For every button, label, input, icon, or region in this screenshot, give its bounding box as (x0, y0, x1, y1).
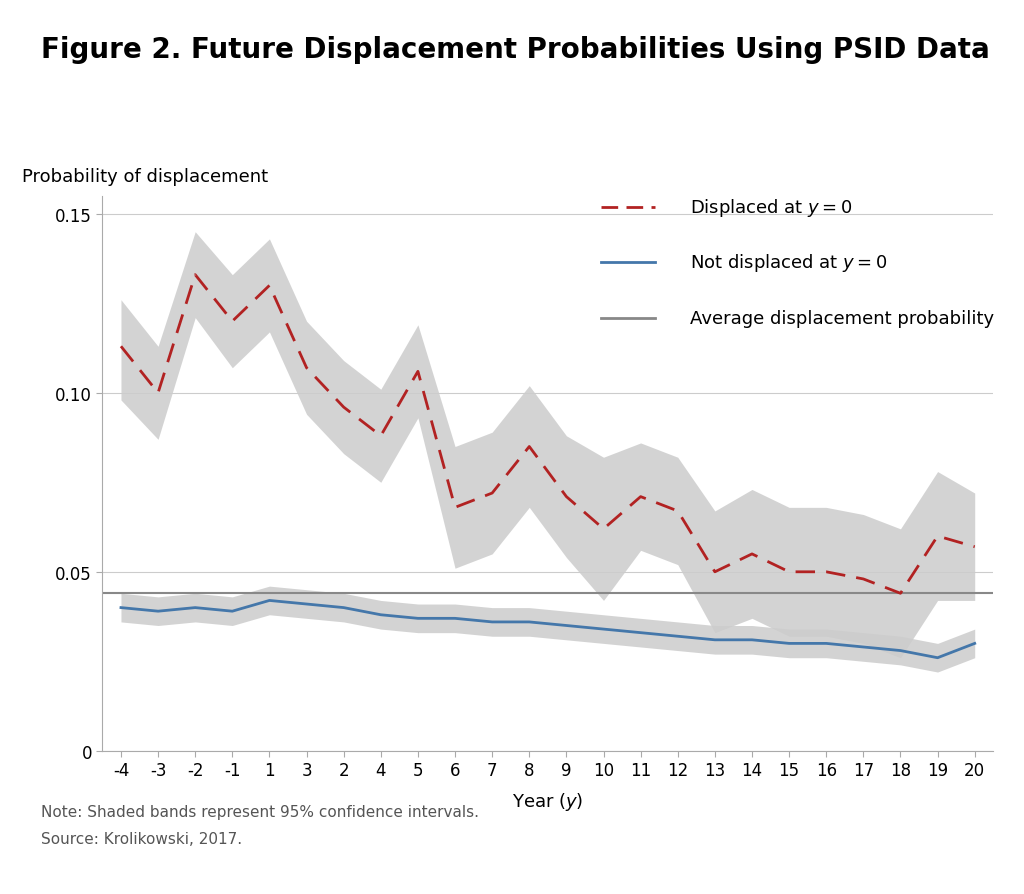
Text: Probability of displacement: Probability of displacement (23, 167, 268, 186)
Text: Displaced at $y = 0$: Displaced at $y = 0$ (690, 197, 853, 219)
Text: Not displaced at $y = 0$: Not displaced at $y = 0$ (690, 252, 888, 274)
Text: Source: Krolikowski, 2017.: Source: Krolikowski, 2017. (41, 831, 242, 847)
Text: Note: Shaded bands represent 95% confidence intervals.: Note: Shaded bands represent 95% confide… (41, 805, 479, 820)
Text: Figure 2. Future Displacement Probabilities Using PSID Data: Figure 2. Future Displacement Probabilit… (41, 36, 990, 63)
Text: Average displacement probability: Average displacement probability (690, 309, 994, 327)
X-axis label: Year ($y$): Year ($y$) (512, 790, 584, 813)
